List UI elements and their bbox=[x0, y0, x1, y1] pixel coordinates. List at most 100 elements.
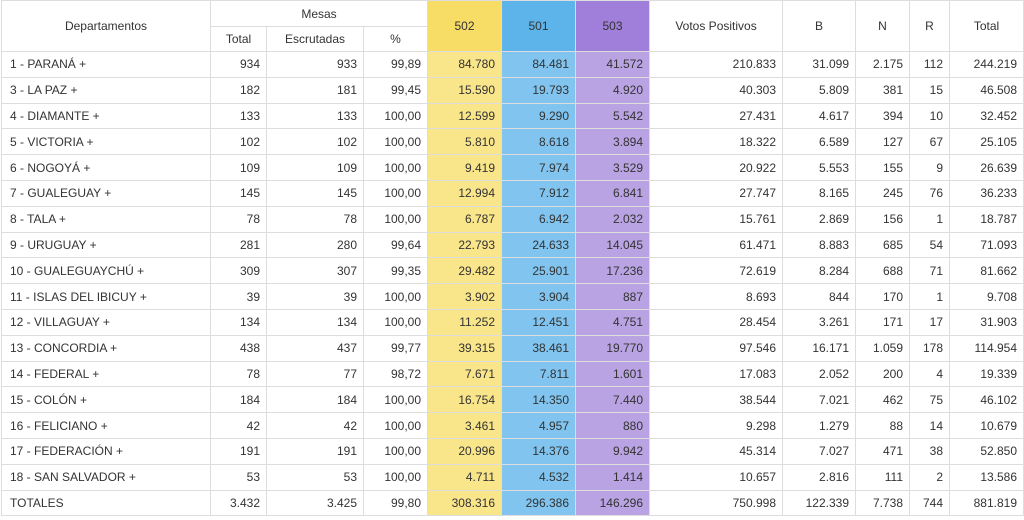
votos-positivos-cell: 72.619 bbox=[649, 257, 784, 285]
mesas-total-cell: 39 bbox=[210, 283, 267, 310]
department-cell[interactable]: 6 - NOGOYÁ + bbox=[1, 154, 211, 181]
department-cell[interactable]: 1 - PARANÁ + bbox=[1, 51, 211, 78]
mesas-escrutadas-cell: 181 bbox=[266, 76, 364, 104]
mesas-pct-cell: 100,00 bbox=[362, 205, 429, 233]
total-cell: 881.819 bbox=[949, 489, 1024, 517]
header-mesas-total[interactable]: Total bbox=[210, 26, 267, 52]
recurred-votes-cell: 14 bbox=[909, 412, 951, 439]
header-502[interactable]: 502 bbox=[427, 0, 503, 52]
total-cell: 31.903 bbox=[949, 308, 1024, 336]
votes-501-cell: 4.532 bbox=[501, 463, 577, 491]
header-total[interactable]: Total bbox=[949, 0, 1024, 52]
votos-positivos-cell: 28.454 bbox=[649, 308, 784, 336]
null-votes-cell: 471 bbox=[855, 437, 911, 465]
votes-503-cell: 1.601 bbox=[575, 360, 651, 388]
mesas-pct-cell: 100,00 bbox=[362, 463, 429, 491]
department-cell[interactable]: 17 - FEDERACIÓN + bbox=[1, 437, 211, 465]
blank-votes-cell: 8.165 bbox=[782, 179, 857, 207]
mesas-escrutadas-cell: 78 bbox=[266, 205, 364, 233]
recurred-votes-cell: 15 bbox=[909, 76, 951, 104]
null-votes-cell: 111 bbox=[855, 463, 911, 491]
total-cell: 19.339 bbox=[949, 360, 1024, 388]
recurred-votes-cell: 38 bbox=[909, 437, 951, 465]
blank-votes-cell: 8.284 bbox=[782, 257, 857, 285]
mesas-total-cell: 134 bbox=[210, 308, 267, 336]
blank-votes-cell: 2.869 bbox=[782, 205, 857, 233]
total-cell: 81.662 bbox=[949, 257, 1024, 285]
votes-502-cell: 12.994 bbox=[427, 179, 503, 207]
mesas-escrutadas-cell: 191 bbox=[266, 437, 364, 465]
recurred-votes-cell: 67 bbox=[909, 128, 951, 156]
votes-503-cell: 17.236 bbox=[575, 257, 651, 285]
votes-503-cell: 6.841 bbox=[575, 179, 651, 207]
department-cell[interactable]: 14 - FEDERAL + bbox=[1, 360, 211, 388]
recurred-votes-cell: 112 bbox=[909, 51, 951, 78]
votos-positivos-cell: 97.546 bbox=[649, 334, 784, 362]
votes-501-cell: 7.912 bbox=[501, 179, 577, 207]
header-mesas-pct[interactable]: % bbox=[362, 26, 429, 52]
mesas-escrutadas-cell: 933 bbox=[266, 51, 364, 78]
header-503[interactable]: 503 bbox=[575, 0, 651, 52]
null-votes-cell: 155 bbox=[855, 154, 911, 181]
table-row: 8 - TALA +78 78 100,00 6.787 6.942 2.032 15.76… bbox=[1, 205, 1024, 233]
mesas-total-cell: 309 bbox=[210, 257, 267, 285]
votes-501-cell: 8.618 bbox=[501, 128, 577, 156]
votos-positivos-cell: 40.303 bbox=[649, 76, 784, 104]
null-votes-cell: 7.738 bbox=[855, 489, 911, 517]
blank-votes-cell: 7.027 bbox=[782, 437, 857, 465]
null-votes-cell: 381 bbox=[855, 76, 911, 104]
votes-503-cell: 3.894 bbox=[575, 128, 651, 156]
mesas-total-cell: 191 bbox=[210, 437, 267, 465]
header-r[interactable]: R bbox=[909, 0, 951, 52]
department-cell[interactable]: 4 - DIAMANTE + bbox=[1, 102, 211, 130]
mesas-total-cell: 3.432 bbox=[210, 489, 267, 517]
total-cell: 13.586 bbox=[949, 463, 1024, 491]
mesas-pct-cell: 99,64 bbox=[362, 231, 429, 259]
votes-502-cell: 15.590 bbox=[427, 76, 503, 104]
table-row: 17 - FEDERACIÓN +191 191 100,00 20.996 14.37… bbox=[1, 437, 1024, 465]
mesas-pct-cell: 98,72 bbox=[362, 360, 429, 388]
mesas-total-cell: 109 bbox=[210, 154, 267, 181]
mesas-total-cell: 145 bbox=[210, 179, 267, 207]
null-votes-cell: 200 bbox=[855, 360, 911, 388]
department-cell[interactable]: 3 - LA PAZ + bbox=[1, 76, 211, 104]
department-cell[interactable]: 9 - URUGUAY + bbox=[1, 231, 211, 259]
department-cell[interactable]: 13 - CONCORDIA + bbox=[1, 334, 211, 362]
votes-501-cell: 38.461 bbox=[501, 334, 577, 362]
department-cell[interactable]: TOTALES bbox=[1, 489, 211, 517]
department-cell[interactable]: 18 - SAN SALVADOR + bbox=[1, 463, 211, 491]
votes-501-cell: 6.942 bbox=[501, 205, 577, 233]
mesas-total-cell: 182 bbox=[210, 76, 267, 104]
votes-503-cell: 7.440 bbox=[575, 386, 651, 414]
department-cell[interactable]: 8 - TALA + bbox=[1, 205, 211, 233]
header-b[interactable]: B bbox=[782, 0, 857, 52]
table-row: 13 - CONCORDIA +438 437 99,77 39.315 38.461 1… bbox=[1, 334, 1024, 362]
votes-501-cell: 14.350 bbox=[501, 386, 577, 414]
total-cell: 46.102 bbox=[949, 386, 1024, 414]
department-cell[interactable]: 5 - VICTORIA + bbox=[1, 128, 211, 156]
mesas-total-cell: 281 bbox=[210, 231, 267, 259]
blank-votes-cell: 5.809 bbox=[782, 76, 857, 104]
department-cell[interactable]: 16 - FELICIANO + bbox=[1, 412, 211, 439]
header-n[interactable]: N bbox=[855, 0, 911, 52]
department-cell[interactable]: 12 - VILLAGUAY + bbox=[1, 308, 211, 336]
department-cell[interactable]: 11 - ISLAS DEL IBICUY + bbox=[1, 283, 211, 310]
total-cell: 18.787 bbox=[949, 205, 1024, 233]
header-departamentos[interactable]: Departamentos bbox=[1, 0, 211, 52]
votes-502-cell: 29.482 bbox=[427, 257, 503, 285]
department-cell[interactable]: 7 - GUALEGUAY + bbox=[1, 179, 211, 207]
header-501[interactable]: 501 bbox=[501, 0, 577, 52]
null-votes-cell: 171 bbox=[855, 308, 911, 336]
votes-503-cell: 1.414 bbox=[575, 463, 651, 491]
blank-votes-cell: 8.883 bbox=[782, 231, 857, 259]
recurred-votes-cell: 4 bbox=[909, 360, 951, 388]
mesas-total-cell: 934 bbox=[210, 51, 267, 78]
votes-501-cell: 25.901 bbox=[501, 257, 577, 285]
header-mesas-escrutadas[interactable]: Escrutadas bbox=[266, 26, 364, 52]
header-votos-positivos[interactable]: Votos Positivos bbox=[649, 0, 784, 52]
department-cell[interactable]: 10 - GUALEGUAYCHÚ + bbox=[1, 257, 211, 285]
table-row: 6 - NOGOYÁ +109 109 100,00 9.419 7.974 3.529 2… bbox=[1, 154, 1024, 181]
mesas-escrutadas-cell: 437 bbox=[266, 334, 364, 362]
department-cell[interactable]: 15 - COLÓN + bbox=[1, 386, 211, 414]
